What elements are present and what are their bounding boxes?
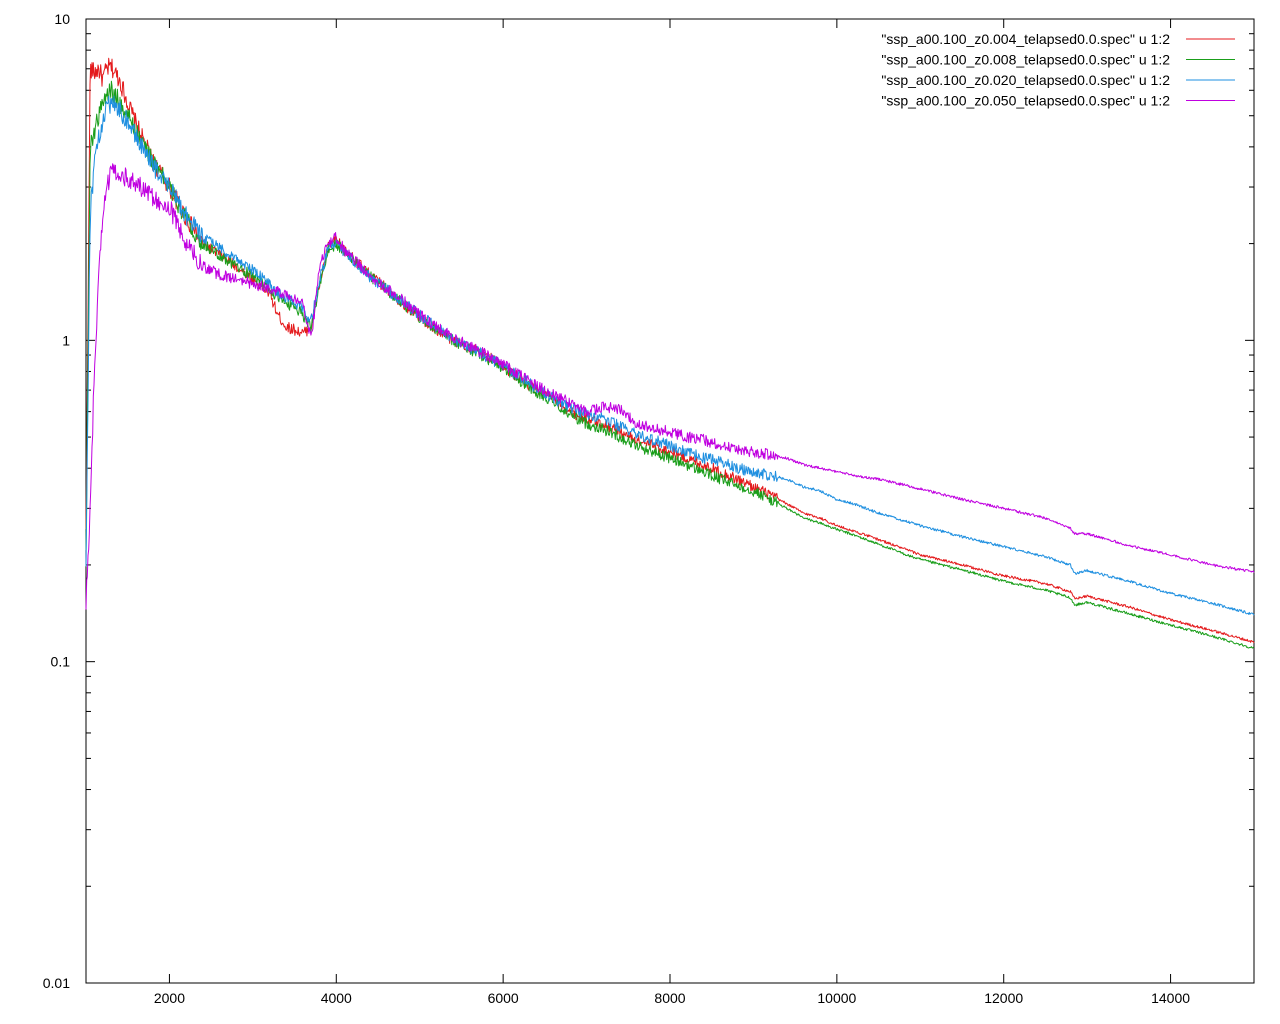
y-tick-label: 1	[62, 332, 70, 348]
legend-label: "ssp_a00.100_z0.004_telapsed0.0.spec" u …	[881, 31, 1170, 47]
legend-item: "ssp_a00.100_z0.050_telapsed0.0.spec" u …	[881, 93, 1235, 109]
legend-item: "ssp_a00.100_z0.020_telapsed0.0.spec" u …	[881, 72, 1235, 88]
y-tick-label: 0.1	[51, 654, 71, 670]
legend-item: "ssp_a00.100_z0.008_telapsed0.0.spec" u …	[881, 52, 1235, 68]
axis-ticks-layer: 2000 4000 6000 8000 10000 12000 14000 0.01 0.1 1 1…	[43, 11, 1254, 1006]
legend-label: "ssp_a00.100_z0.008_telapsed0.0.spec" u …	[881, 52, 1170, 68]
series-line-1	[85, 57, 1255, 644]
series-line-4	[85, 163, 1255, 610]
x-tick-label: 14000	[1151, 990, 1190, 1006]
x-tick-label: 4000	[321, 990, 352, 1006]
x-tick-label: 2000	[154, 990, 185, 1006]
series-line-2	[85, 80, 1255, 649]
x-tick-label: 12000	[984, 990, 1023, 1006]
series-line-3	[85, 95, 1255, 616]
legend-label: "ssp_a00.100_z0.050_telapsed0.0.spec" u …	[881, 93, 1170, 109]
x-tick-label: 10000	[817, 990, 856, 1006]
x-tick-label: 8000	[654, 990, 685, 1006]
legend: "ssp_a00.100_z0.004_telapsed0.0.spec" u …	[881, 31, 1235, 109]
y-tick-label: 10	[54, 11, 70, 27]
plot-border	[85, 18, 1255, 984]
plot-frame-layer	[85, 18, 1255, 984]
legend-item: "ssp_a00.100_z0.004_telapsed0.0.spec" u …	[881, 31, 1235, 47]
series-layer	[85, 57, 1255, 649]
x-tick-label: 6000	[488, 990, 519, 1006]
y-tick-label: 0.01	[43, 975, 70, 991]
legend-label: "ssp_a00.100_z0.020_telapsed0.0.spec" u …	[881, 72, 1170, 88]
